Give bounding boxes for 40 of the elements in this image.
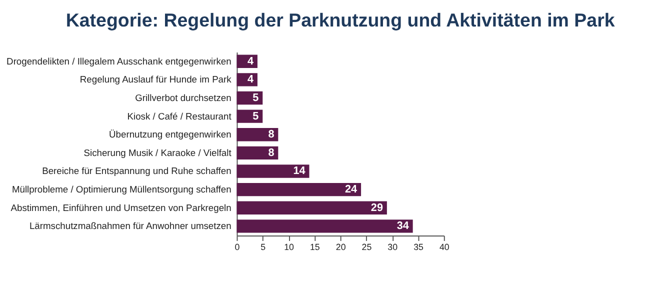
y-tick-label: Müllprobleme / Optimierung Müllentsorgung schaffen: [12, 184, 232, 195]
y-tick-label: Lärmschutzmaßnahmen für Anwohner umsetzen: [29, 221, 232, 232]
bar: [236, 164, 310, 178]
data-label: 8: [268, 128, 274, 141]
bar: [236, 146, 278, 160]
data-label: 5: [252, 110, 259, 122]
data-label: 4: [247, 74, 254, 86]
y-tick-label: Drogendelikten / Illegalem Ausschank entgegenwirken: [6, 56, 232, 66]
y-tick-label: Regelung Auslauf für Hunde im Park: [80, 74, 232, 85]
x-tick-label: 15: [310, 242, 320, 252]
data-label: 4: [247, 55, 254, 68]
chart-title: Kategorie: Regelung der Parknutzung und Aktivitäten im Park: [66, 9, 616, 30]
x-tick-label: 20: [336, 242, 346, 252]
data-label: 8: [268, 146, 274, 159]
bar: [236, 182, 362, 196]
x-tick-label: 35: [414, 242, 424, 252]
bar: [236, 201, 387, 214]
x-tick-label: 0: [234, 242, 240, 252]
y-tick-label: Bereiche für Entspannung und Ruhe schaffen: [42, 166, 232, 176]
y-tick-label: Kiosk / Café / Restaurant: [127, 111, 232, 122]
y-tick-label: Übernutzung entgegenwirken: [109, 130, 232, 140]
y-tick-label: Abstimmen, Einführen und Umsetzen von Parkregeln: [10, 202, 232, 213]
bar: [236, 128, 278, 142]
bar: [236, 54, 258, 68]
data-label: 5: [252, 92, 259, 104]
x-tick-label: 10: [284, 242, 294, 252]
x-tick-label: 30: [388, 242, 398, 252]
bar: [236, 91, 263, 105]
data-label: 24: [345, 184, 358, 196]
y-tick-label: Sicherung Musik / Karaoke / Vielfalt: [84, 148, 232, 158]
x-tick-label: 5: [260, 242, 266, 252]
bar: [236, 73, 258, 86]
x-tick-label: 40: [439, 242, 450, 252]
bar: [236, 110, 263, 123]
bar: [236, 220, 413, 233]
x-tick-label: 25: [362, 242, 372, 252]
data-label: 14: [293, 165, 306, 178]
data-label: 29: [370, 202, 383, 214]
data-label: 34: [396, 220, 409, 232]
y-tick-label: Grillverbot durchsetzen: [135, 92, 232, 103]
